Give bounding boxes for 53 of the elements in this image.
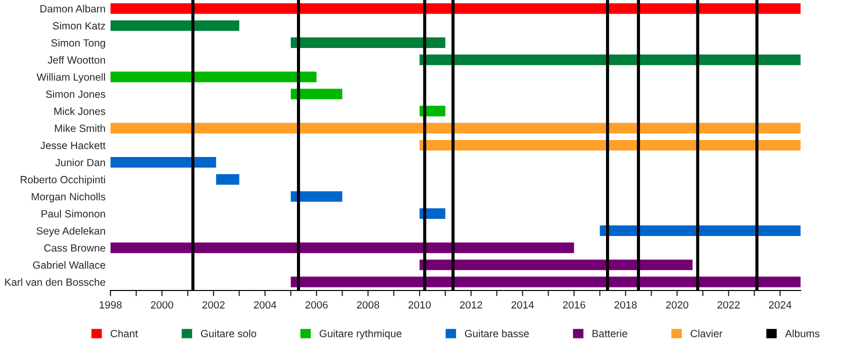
bar xyxy=(420,260,693,270)
bar xyxy=(290,276,801,288)
bar xyxy=(420,54,801,66)
x-tick-label: 2012 xyxy=(460,301,482,309)
y-tick-label: Simon Tong xyxy=(51,38,105,49)
y-tick-label: Jesse Hackett xyxy=(40,141,106,150)
y-tick-label: Simon Katz xyxy=(52,22,106,30)
y-tick-label: Roberto Occhipinti xyxy=(20,176,105,186)
bar xyxy=(110,3,801,14)
x-tick-label: 2006 xyxy=(305,301,328,309)
bar xyxy=(290,37,446,48)
legend-label: Batterie xyxy=(592,330,628,338)
bar xyxy=(216,174,240,185)
bar xyxy=(600,225,801,236)
y-tick-label: Junior Dan xyxy=(55,158,105,166)
legend-label: Albums xyxy=(785,330,820,338)
x-tick-label: 2022 xyxy=(718,301,740,309)
x-tick-label: 2024 xyxy=(769,301,792,309)
x-tick-label: 2002 xyxy=(202,301,225,309)
y-tick-label: Mick Jones xyxy=(54,107,106,115)
y-tick-label: Morgan Nicholls xyxy=(32,192,106,202)
bar xyxy=(110,20,240,31)
y-tick-label: Jeff Wootton xyxy=(48,56,105,64)
y-tick-label: William Lyonell xyxy=(36,73,105,83)
y-tick-label: Seye Adelekan xyxy=(36,226,105,237)
bar xyxy=(110,122,801,134)
bar xyxy=(420,140,801,151)
bar xyxy=(110,157,216,168)
y-tick-label: Mike Smith xyxy=(54,124,105,132)
x-tick-label: 2014 xyxy=(512,301,534,309)
y-tick-label: Karl van den Bossche xyxy=(5,278,106,286)
y-tick-label: Damon Albarn xyxy=(40,4,105,12)
x-tick-label: 2000 xyxy=(150,301,174,309)
x-tick-label: 2004 xyxy=(254,301,276,309)
x-tick-label: 2018 xyxy=(614,301,637,309)
bar xyxy=(290,88,342,100)
y-tick-label: Gabriel Wallace xyxy=(33,261,106,269)
legend-label: Guitare rythmique xyxy=(320,330,402,340)
x-tick-label: 2010 xyxy=(408,301,431,309)
x-tick-label: 2008 xyxy=(356,301,380,309)
y-tick-label: Simon Jones xyxy=(46,90,106,98)
bar xyxy=(110,72,317,82)
y-tick-label: Paul Simonon xyxy=(42,210,105,218)
x-tick-label: 2020 xyxy=(666,301,688,309)
x-tick-label: 1998 xyxy=(100,301,122,309)
legend-label: Guitare basse xyxy=(464,330,529,338)
legend-label: Chant xyxy=(110,330,138,338)
bar xyxy=(290,191,342,202)
y-tick-label: Cass Browne xyxy=(44,244,106,252)
bar xyxy=(110,242,574,254)
x-tick-label: 2016 xyxy=(563,301,586,309)
legend-label: Guitare solo xyxy=(200,330,256,338)
legend-label: Clavier xyxy=(690,330,722,338)
